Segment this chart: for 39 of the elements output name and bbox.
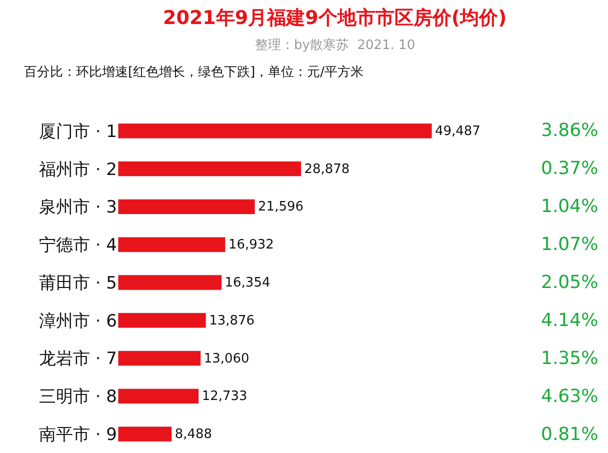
chart-title: 2021年9月福建9个地市市区房价(均价) <box>163 7 507 29</box>
bar <box>118 274 222 290</box>
data-label: 13,060 <box>204 351 250 366</box>
text: 1.04% <box>541 196 598 217</box>
data-label: 49,487 <box>435 124 480 139</box>
y-tick-label: 三明市 · 8 <box>38 387 117 408</box>
chart-subtitle: 整理：by散寒苏 2021. 10 <box>255 37 416 53</box>
bar <box>118 123 432 139</box>
bar <box>118 388 200 404</box>
text: 0.37% <box>541 158 598 179</box>
data-label: 8,488 <box>174 427 212 442</box>
bar <box>118 426 172 442</box>
data-label: 16,354 <box>224 275 270 290</box>
bar <box>118 198 256 215</box>
bar <box>118 350 202 366</box>
bar <box>118 161 302 177</box>
y-tick-label: 龙岩市 · 7 <box>38 349 117 370</box>
text: 0.81% <box>541 424 598 445</box>
bar <box>118 312 206 328</box>
data-label: 13,876 <box>209 313 255 328</box>
text: 3.86% <box>541 120 598 141</box>
text: 4.14% <box>541 310 598 331</box>
data-label: 21,596 <box>258 200 304 215</box>
text: 2.05% <box>541 272 598 293</box>
y-tick-label: 泉州市 · 3 <box>38 198 117 218</box>
text: 4.63% <box>541 386 598 407</box>
y-tick-label: 宁德市 · 4 <box>38 236 117 256</box>
data-label: 28,878 <box>304 162 350 177</box>
y-tick-label: 莆田市 · 5 <box>38 273 117 294</box>
y-tick-label: 漳州市 · 6 <box>38 311 117 332</box>
y-tick-label: 厦门市 · 1 <box>38 122 117 142</box>
y-tick-label: 南平市 · 9 <box>38 425 117 446</box>
text: 1.35% <box>541 348 598 369</box>
y-tick-label: 福州市 · 2 <box>38 160 117 180</box>
text: 百分比：环比增速[红色增长，绿色下跌]，单位：元/平方米 <box>24 64 364 80</box>
text: 1.07% <box>541 234 598 255</box>
data-label: 16,932 <box>228 238 274 253</box>
bar <box>118 236 226 252</box>
data-label: 12,733 <box>202 389 248 404</box>
